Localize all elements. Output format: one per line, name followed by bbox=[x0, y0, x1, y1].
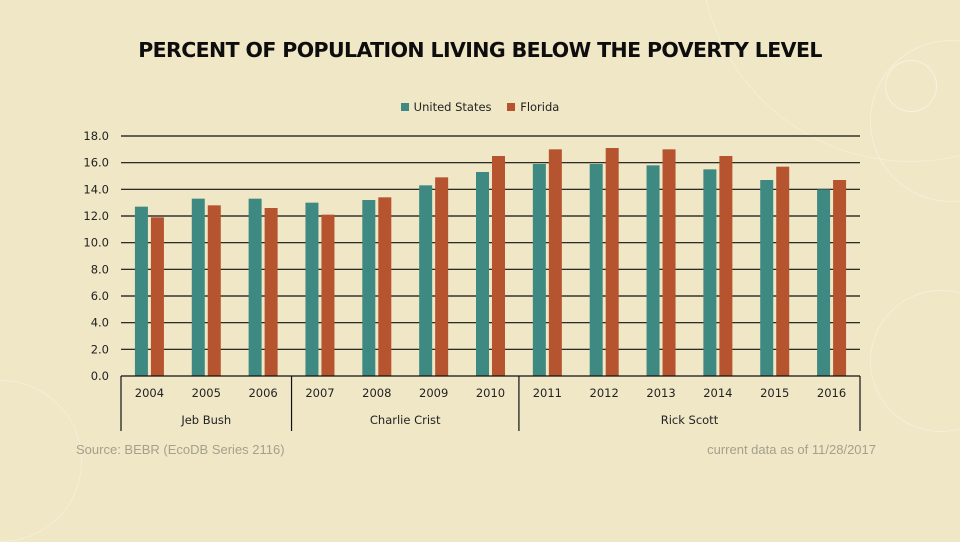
y-tick-label: 18.0 bbox=[83, 129, 109, 143]
y-tick-label: 14.0 bbox=[83, 182, 109, 196]
y-tick-label: 6.0 bbox=[91, 289, 109, 303]
category-group-label: Charlie Crist bbox=[370, 413, 441, 427]
bar-florida-2011 bbox=[548, 149, 562, 376]
chart-title: PERCENT OF POPULATION LIVING BELOW THE P… bbox=[138, 38, 822, 62]
bar-florida-2006 bbox=[264, 208, 278, 376]
bar-florida-2008 bbox=[378, 197, 392, 376]
x-tick-label: 2011 bbox=[533, 386, 562, 400]
bar-florida-2016 bbox=[833, 180, 847, 376]
bar-florida-2009 bbox=[435, 177, 449, 376]
y-tick-label: 16.0 bbox=[83, 156, 109, 170]
x-tick-label: 2010 bbox=[476, 386, 505, 400]
bar-florida-2015 bbox=[776, 166, 790, 376]
legend: United States Florida bbox=[0, 100, 960, 114]
y-tick-label: 12.0 bbox=[83, 209, 109, 223]
y-tick-label: 0.0 bbox=[91, 369, 109, 383]
y-tick-label: 4.0 bbox=[91, 316, 109, 330]
bar-united-states-2015 bbox=[760, 180, 774, 376]
x-tick-label: 2016 bbox=[817, 386, 846, 400]
legend-item-united-states: United States bbox=[400, 100, 492, 114]
bar-united-states-2011 bbox=[532, 164, 546, 376]
bar-florida-2014 bbox=[719, 156, 733, 376]
x-tick-label: 2012 bbox=[590, 386, 619, 400]
bar-florida-2012 bbox=[605, 148, 619, 376]
bar-florida-2010 bbox=[492, 156, 505, 376]
bar-united-states-2004 bbox=[134, 206, 148, 376]
legend-swatch-united-states bbox=[400, 103, 409, 111]
bar-united-states-2005 bbox=[191, 198, 205, 376]
x-tick-label: 2009 bbox=[419, 386, 448, 400]
x-tick-label: 2006 bbox=[248, 386, 277, 400]
bar-florida-2005 bbox=[207, 205, 221, 376]
x-tick-label: 2007 bbox=[305, 386, 334, 400]
bar-united-states-2006 bbox=[248, 198, 262, 376]
bar-florida-2013 bbox=[662, 149, 676, 376]
bar-chart: 0.0 2.0 4.0 6.0 8.0 10.0 12.0 14.0 16.0 18.0 2004 2… bbox=[83, 129, 861, 431]
bar-united-states-2007 bbox=[305, 202, 319, 376]
bar-united-states-2008 bbox=[362, 200, 376, 376]
x-tick-label: 2005 bbox=[192, 386, 221, 400]
bar-united-states-2014 bbox=[703, 169, 717, 376]
bar-united-states-2013 bbox=[646, 165, 660, 376]
x-tick-label: 2008 bbox=[362, 386, 391, 400]
y-tick-label: 2.0 bbox=[91, 342, 109, 356]
legend-item-florida: Florida bbox=[507, 100, 559, 114]
x-tick-label: 2004 bbox=[135, 386, 164, 400]
data-date-note: current data as of 11/28/2017 bbox=[707, 442, 876, 457]
bar-united-states-2016 bbox=[817, 189, 831, 376]
x-tick-label: 2013 bbox=[646, 386, 675, 400]
bar-united-states-2010 bbox=[476, 172, 489, 376]
legend-label: United States bbox=[413, 100, 492, 114]
x-tick-label: 2015 bbox=[760, 386, 789, 400]
bar-florida-2007 bbox=[321, 214, 335, 376]
y-tick-label: 8.0 bbox=[91, 262, 109, 276]
y-tick-label: 10.0 bbox=[83, 236, 109, 250]
source-note: Source: BEBR (EcoDB Series 2116) bbox=[76, 442, 285, 457]
legend-swatch-florida bbox=[507, 103, 516, 111]
bar-united-states-2009 bbox=[419, 185, 433, 376]
legend-label: Florida bbox=[520, 100, 560, 114]
category-group-label: Jeb Bush bbox=[180, 413, 231, 427]
bar-united-states-2012 bbox=[589, 164, 603, 376]
x-tick-label: 2014 bbox=[703, 386, 732, 400]
bar-florida-2004 bbox=[150, 217, 164, 376]
category-group-label: Rick Scott bbox=[661, 413, 719, 427]
